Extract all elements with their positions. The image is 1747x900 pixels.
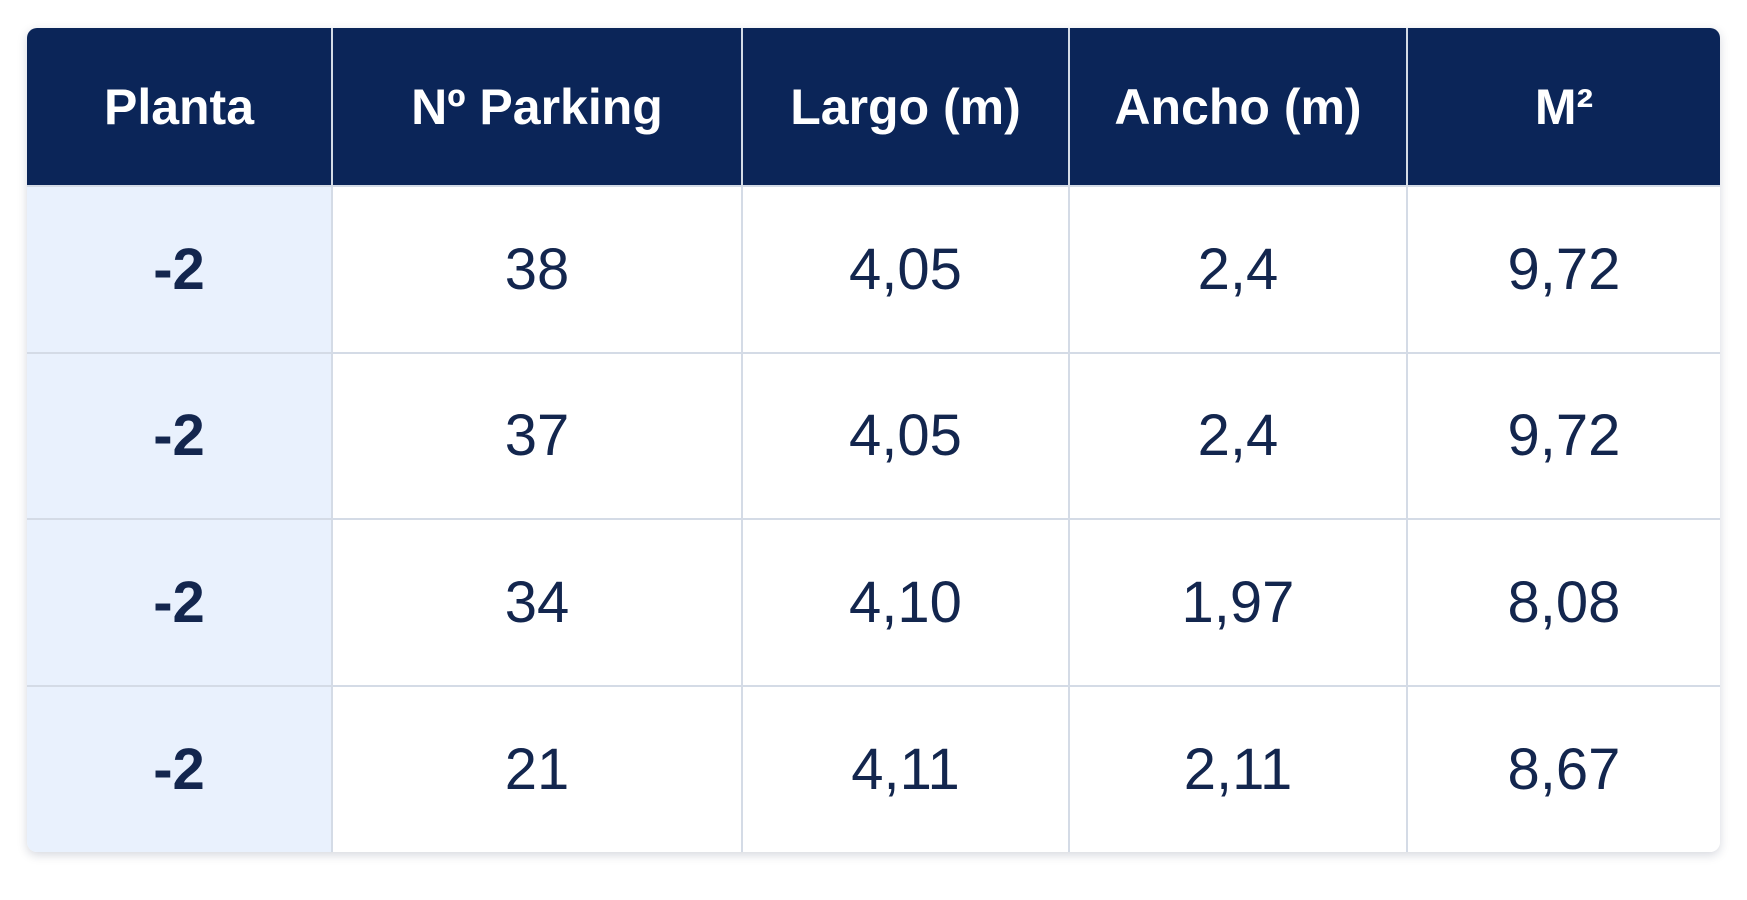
cell-largo: 4,05 [741,185,1069,353]
table-header: Planta Nº Parking Largo (m) Ancho (m) M² [27,28,1720,186]
cell-planta: -2 [27,518,332,686]
header-largo: Largo (m) [741,28,1069,186]
cell-numero-parking: 34 [331,518,742,686]
cell-ancho: 1,97 [1068,518,1407,686]
header-row: Planta Nº Parking Largo (m) Ancho (m) M² [27,28,1720,186]
cell-ancho: 2,4 [1068,351,1407,519]
table-row: -2 38 4,05 2,4 9,72 [27,185,1720,353]
cell-m2: 9,72 [1406,185,1720,353]
header-m2: M² [1406,28,1720,186]
cell-ancho: 2,11 [1068,684,1407,852]
header-planta: Planta [27,28,332,186]
cell-numero-parking: 21 [331,684,742,852]
header-ancho: Ancho (m) [1068,28,1407,186]
cell-m2: 8,67 [1406,684,1720,852]
cell-planta: -2 [27,351,332,519]
table-row: -2 37 4,05 2,4 9,72 [27,351,1720,519]
cell-m2: 8,08 [1406,518,1720,686]
parking-table-card: Planta Nº Parking Largo (m) Ancho (m) M²… [27,28,1720,852]
header-numero-parking: Nº Parking [331,28,742,186]
table-row: -2 21 4,11 2,11 8,67 [27,684,1720,852]
table-row: -2 34 4,10 1,97 8,08 [27,518,1720,686]
cell-largo: 4,11 [741,684,1069,852]
cell-ancho: 2,4 [1068,185,1407,353]
cell-planta: -2 [27,185,332,353]
cell-largo: 4,10 [741,518,1069,686]
cell-m2: 9,72 [1406,351,1720,519]
parking-table: Planta Nº Parking Largo (m) Ancho (m) M²… [27,28,1720,852]
cell-numero-parking: 38 [331,185,742,353]
cell-numero-parking: 37 [331,351,742,519]
cell-largo: 4,05 [741,351,1069,519]
cell-planta: -2 [27,684,332,852]
table-body: -2 38 4,05 2,4 9,72 -2 37 4,05 2,4 9,72 … [27,185,1720,852]
